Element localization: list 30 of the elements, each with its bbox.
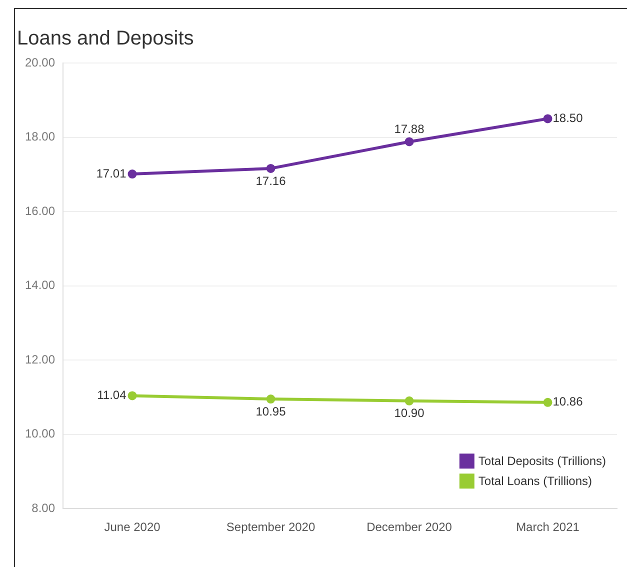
point — [128, 170, 137, 179]
point — [128, 391, 137, 400]
y-tick-label: 12.00 — [25, 352, 56, 366]
point — [543, 114, 552, 124]
data-label: 10.86 — [552, 394, 584, 409]
data-label: 17.16 — [256, 174, 286, 188]
data-label: 11.04 — [97, 388, 127, 402]
x-tick-label: March 2021 — [516, 520, 580, 534]
y-tick-label: 16.00 — [25, 204, 56, 218]
x-tick-label: September 2020 — [226, 520, 316, 534]
y-tick-label: 8.00 — [32, 500, 56, 515]
point — [404, 396, 414, 406]
legend-label: Total Deposits (Trillions) — [478, 454, 606, 468]
data-label: 10.95 — [256, 404, 286, 418]
legend-label: Total Loans (Trillions) — [478, 474, 592, 488]
y-tick-label: 18.00 — [25, 130, 56, 144]
x-tick-label: December 2020 — [366, 520, 452, 534]
data-label: 18.50 — [552, 111, 584, 126]
x-tick-label: June 2020 — [104, 520, 161, 534]
y-tick-label: 10.00 — [25, 426, 56, 441]
point — [404, 137, 414, 146]
y-tick-label: 14.00 — [25, 278, 56, 292]
y-tick-label: 20.00 — [25, 55, 56, 70]
data-label: 10.90 — [394, 406, 425, 420]
chart-title: Loans and Deposits — [17, 28, 194, 50]
point — [543, 398, 552, 407]
point — [266, 164, 276, 173]
point — [266, 394, 276, 404]
data-label: 17.01 — [96, 166, 127, 180]
data-label: 17.88 — [394, 122, 425, 136]
